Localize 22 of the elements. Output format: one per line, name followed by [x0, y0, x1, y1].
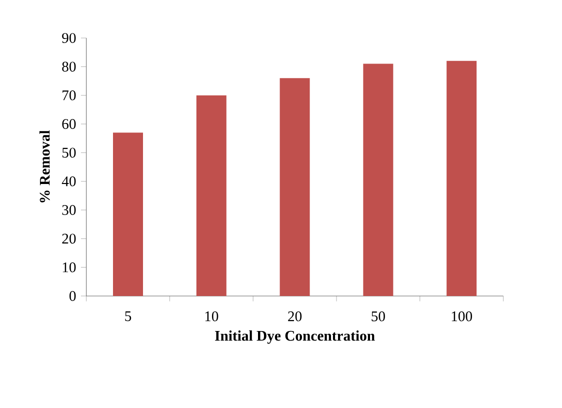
y-tick-label: 60: [62, 119, 76, 129]
y-tick-label: 0: [69, 291, 76, 301]
y-tick-label: 20: [62, 234, 76, 244]
y-tick-label: 90: [62, 33, 76, 43]
x-tick-label: 5: [125, 311, 132, 322]
bar: [196, 95, 226, 296]
y-tick-label: 50: [62, 148, 76, 158]
y-tick-label: 70: [62, 90, 76, 100]
x-axis-title: Initial Dye Concentration: [215, 330, 375, 344]
y-tick-label: 40: [62, 176, 76, 186]
y-axis-title: % Removal: [39, 130, 50, 202]
x-tick-label: 100: [452, 311, 472, 322]
bar: [446, 60, 477, 296]
x-tick-label: 10: [205, 311, 218, 322]
bar: [113, 132, 144, 296]
x-tick-label: 50: [372, 311, 385, 322]
y-tick-label: 30: [62, 205, 76, 215]
bar: [280, 78, 310, 296]
y-tick-label: 10: [62, 262, 76, 272]
y-tick-label: 80: [62, 62, 76, 72]
bar: [363, 64, 394, 296]
x-tick-label: 20: [288, 311, 302, 322]
